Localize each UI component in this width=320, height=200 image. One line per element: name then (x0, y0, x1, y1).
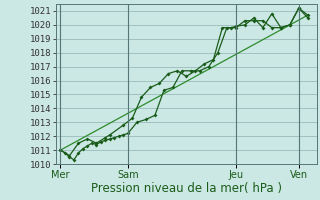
X-axis label: Pression niveau de la mer( hPa ): Pression niveau de la mer( hPa ) (91, 182, 282, 195)
